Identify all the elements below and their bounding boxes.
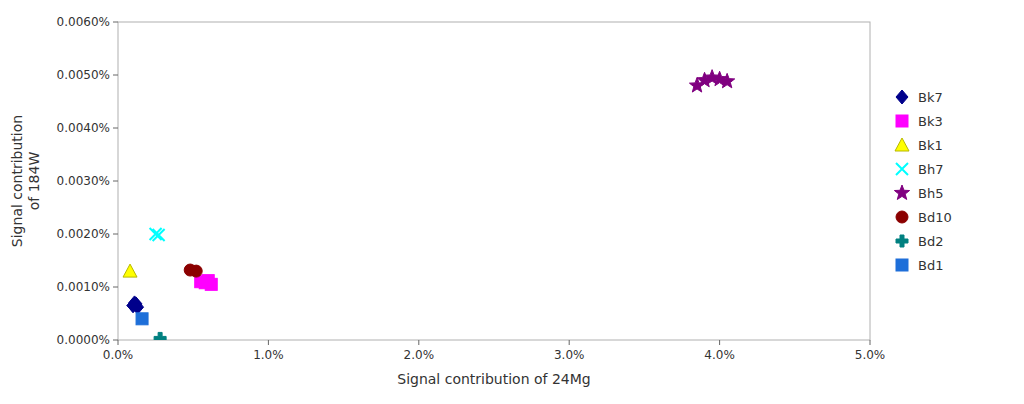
point — [720, 73, 735, 87]
series — [150, 228, 165, 241]
point — [205, 278, 217, 290]
y-tick — [113, 340, 118, 341]
y-tick — [113, 75, 118, 76]
point — [123, 264, 137, 277]
point — [127, 299, 139, 313]
point — [136, 313, 148, 325]
y-tick — [113, 181, 118, 182]
y-tick-label: 0.0000% — [57, 333, 110, 347]
series — [123, 264, 137, 277]
legend: Bk7 Bk3 Bk1 Bh7 Bh5 Bd10 Bd2 Bd1 — [894, 90, 951, 273]
series — [127, 296, 144, 314]
legend-label: Bk1 — [918, 138, 943, 153]
plot-frame — [118, 22, 870, 340]
legend-label: Bk3 — [918, 114, 943, 129]
legend-label: Bk7 — [918, 90, 943, 105]
legend-label: Bd10 — [918, 210, 952, 225]
x-tick — [268, 340, 269, 345]
point — [190, 265, 202, 277]
y-tick-label: 0.0040% — [57, 121, 110, 135]
y-tick-label: 0.0060% — [57, 15, 110, 29]
y-tick — [113, 234, 118, 235]
legend-label: Bh7 — [918, 162, 943, 177]
legend-marker — [896, 90, 908, 104]
x-tick-label: 0.0% — [103, 348, 134, 362]
x-tick — [569, 340, 570, 345]
y-axis-label: Signal contributionof 184W — [9, 115, 42, 247]
series — [184, 264, 202, 277]
x-tick-label: 1.0% — [253, 348, 284, 362]
legend-marker — [894, 185, 909, 199]
series — [689, 70, 734, 92]
legend-label: Bd1 — [918, 258, 943, 273]
y-tick-label: 0.0010% — [57, 280, 110, 294]
y-tick — [113, 22, 118, 23]
point — [153, 229, 165, 241]
series — [154, 332, 166, 340]
points — [123, 70, 735, 340]
x-tick-label: 3.0% — [554, 348, 585, 362]
chart: 0.0% 1.0% 2.0% 3.0% 4.0% 5.0% 0.0000% 0.0010% 0.… — [0, 0, 1024, 404]
legend-marker — [896, 163, 908, 175]
legend-marker — [896, 259, 908, 271]
y-tick — [113, 287, 118, 288]
x-tick — [870, 340, 871, 345]
x-tick-label: 4.0% — [704, 348, 735, 362]
x-tick — [719, 340, 720, 345]
x-tick — [118, 340, 119, 345]
x-tick-label: 2.0% — [404, 348, 435, 362]
legend-marker — [896, 211, 908, 223]
series — [136, 313, 148, 325]
y-tick-label: 0.0030% — [57, 174, 110, 188]
x-tick — [418, 340, 419, 345]
legend-label: Bh5 — [918, 186, 943, 201]
legend-marker — [895, 138, 909, 151]
x-axis-label: Signal contribution of 24Mg — [397, 371, 590, 387]
legend-label: Bd2 — [918, 234, 943, 249]
y-tick-label: 0.0020% — [57, 227, 110, 241]
legend-marker — [896, 235, 908, 247]
y-tick-label: 0.0050% — [57, 68, 110, 82]
point — [154, 332, 166, 340]
y-tick — [113, 128, 118, 129]
legend-marker — [896, 115, 908, 127]
x-tick-label: 5.0% — [855, 348, 886, 362]
